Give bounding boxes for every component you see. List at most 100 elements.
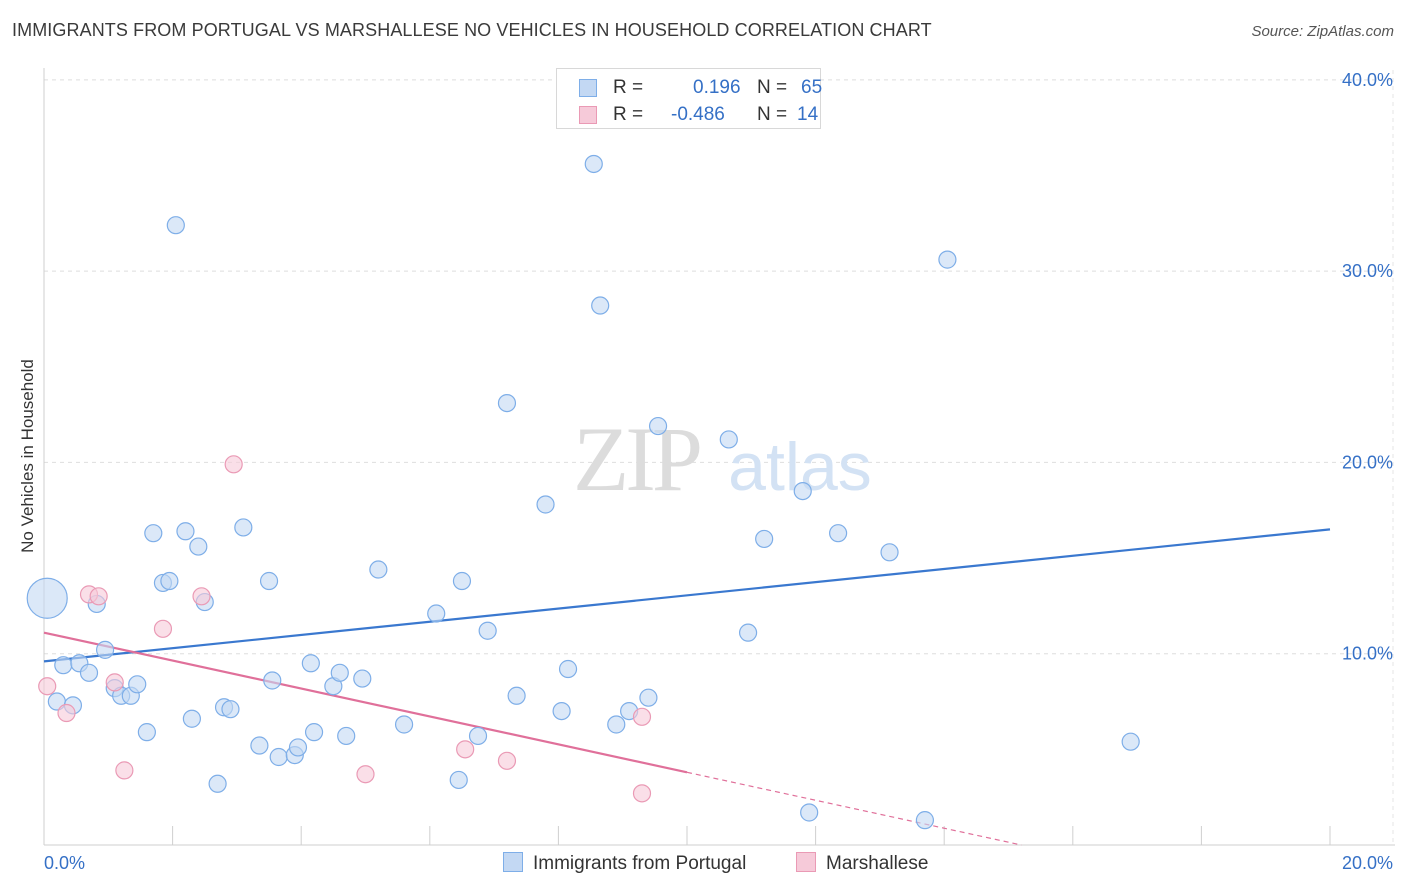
point-portugal — [880, 543, 899, 562]
point-marshallese — [57, 703, 76, 723]
point-portugal — [208, 774, 227, 793]
bottom-legend-label-portugal: Immigrants from Portugal — [533, 853, 747, 874]
point-portugal — [536, 495, 555, 514]
point-portugal — [497, 393, 517, 413]
point-portugal — [1121, 732, 1140, 751]
axes — [43, 68, 1395, 846]
bottom-legend-swatch-marshallese — [796, 852, 816, 872]
point-portugal — [259, 571, 279, 591]
point-portugal — [755, 529, 774, 549]
point-portugal — [353, 669, 372, 688]
grid-lines — [44, 70, 1395, 845]
point-portugal — [793, 481, 812, 501]
point-portugal — [607, 715, 626, 734]
y-tick-label: 10.0% — [1342, 644, 1393, 664]
point-portugal — [369, 560, 388, 579]
point-marshallese — [105, 673, 124, 692]
point-portugal — [829, 524, 848, 543]
point-marshallese — [153, 619, 173, 638]
point-portugal — [221, 700, 240, 719]
point-marshallese — [192, 587, 211, 606]
point-marshallese — [38, 677, 57, 696]
point-portugal — [552, 701, 571, 721]
trend-line-portugal — [43, 528, 1331, 663]
point-portugal — [79, 663, 99, 682]
tick-labels: 10.0% 20.0% 30.0% 40.0% 0.0% 20.0% — [44, 70, 1393, 873]
watermark-zip: ZIP — [573, 408, 700, 510]
point-portugal — [288, 738, 308, 757]
point-marshallese — [632, 707, 652, 726]
legend-n-label: N = — [757, 104, 788, 125]
point-portugal — [394, 715, 414, 734]
point-marshallese — [89, 587, 108, 606]
watermark: ZIP atlas — [573, 408, 872, 510]
point-portugal — [449, 770, 468, 790]
legend-n-value-portugal: 65 — [801, 77, 823, 98]
point-portugal — [478, 621, 497, 640]
y-tick-label: 30.0% — [1342, 261, 1393, 281]
point-marshallese — [224, 455, 243, 474]
point-portugal — [639, 688, 658, 707]
trend-line-marshallese-extension — [686, 771, 1022, 846]
y-tick-label: 20.0% — [1342, 452, 1393, 472]
point-portugal — [182, 709, 201, 728]
point-marshallese — [497, 751, 517, 770]
point-portugal — [427, 604, 446, 623]
point-portugal — [263, 671, 282, 690]
point-portugal — [304, 723, 324, 742]
legend-r-label: R = — [613, 77, 644, 98]
point-marshallese — [632, 784, 652, 803]
point-portugal — [128, 675, 147, 694]
point-portugal — [330, 663, 349, 682]
point-portugal — [250, 736, 269, 755]
y-axis-label: No Vehicles in Household — [18, 359, 37, 553]
legend-r-value-marshallese: -0.486 — [671, 104, 725, 125]
source-credit: Source: ZipAtlas.com — [1251, 23, 1394, 40]
bottom-legend-swatch-portugal — [503, 852, 523, 872]
point-portugal — [507, 686, 526, 705]
bottom-legend-marshallese: Marshallese — [796, 852, 928, 875]
point-portugal — [915, 811, 935, 830]
point-marshallese — [456, 740, 475, 759]
point-portugal — [144, 524, 163, 543]
point-portugal — [301, 654, 320, 673]
point-portugal — [269, 747, 288, 767]
y-tick-label: 40.0% — [1342, 70, 1393, 90]
legend-swatch-marshallese — [579, 106, 597, 124]
trend-lines — [43, 528, 1331, 846]
point-portugal — [160, 571, 179, 591]
point-marshallese — [115, 761, 134, 780]
x-tick-label: 0.0% — [44, 853, 85, 873]
point-portugal — [95, 640, 115, 659]
point-portugal — [591, 296, 610, 315]
legend-n-value-marshallese: 14 — [797, 104, 819, 125]
legend-n-label: N = — [757, 77, 788, 98]
point-portugal — [452, 571, 472, 591]
legend-swatch-portugal — [579, 79, 597, 97]
point-portugal — [719, 430, 738, 449]
point-portugal — [176, 522, 195, 541]
point-portugal — [234, 518, 253, 537]
point-portugal — [468, 726, 488, 746]
point-portugal — [800, 803, 819, 822]
data-points — [26, 154, 1140, 830]
point-portugal — [26, 577, 68, 619]
x-tick-label: 20.0% — [1342, 853, 1393, 873]
correlation-legend: R = 0.196 N = 65 R = -0.486 N = 14 — [556, 68, 823, 129]
legend-r-value-portugal: 0.196 — [693, 77, 741, 98]
point-portugal — [938, 250, 957, 269]
point-portugal — [584, 154, 603, 174]
trend-line-marshallese — [43, 631, 688, 774]
point-portugal — [738, 623, 758, 642]
point-portugal — [54, 656, 73, 675]
bottom-legend-label-marshallese: Marshallese — [826, 853, 929, 874]
point-portugal — [166, 216, 185, 235]
point-portugal — [189, 537, 208, 556]
bottom-legend-portugal: Immigrants from Portugal — [503, 852, 746, 875]
point-portugal — [337, 726, 356, 746]
legend-r-label: R = — [613, 104, 644, 125]
point-marshallese — [356, 765, 375, 784]
point-portugal — [648, 416, 668, 436]
chart-title: IMMIGRANTS FROM PORTUGAL VS MARSHALLESE … — [12, 20, 932, 40]
